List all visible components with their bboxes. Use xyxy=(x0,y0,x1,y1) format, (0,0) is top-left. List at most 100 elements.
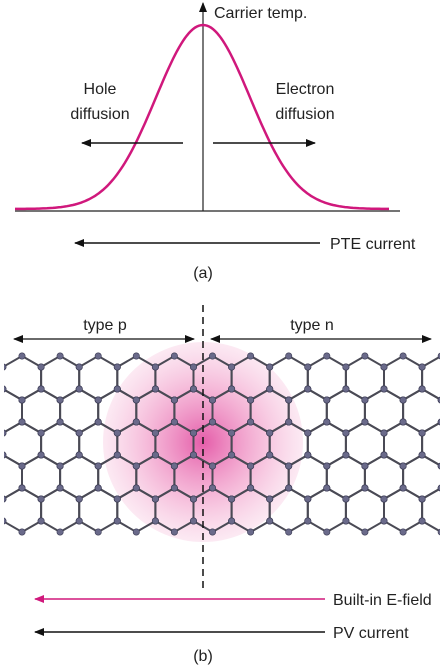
atom xyxy=(228,363,236,371)
atom xyxy=(190,495,198,503)
atom xyxy=(304,429,312,437)
hexagon xyxy=(421,487,440,533)
atom xyxy=(437,396,440,404)
atom xyxy=(56,396,64,404)
atom xyxy=(247,418,255,426)
type-p-label: type p xyxy=(83,317,127,334)
atom xyxy=(209,528,217,536)
atom xyxy=(132,462,140,470)
atom xyxy=(399,352,407,360)
atom xyxy=(418,363,426,371)
atom xyxy=(75,517,83,525)
atom xyxy=(170,418,178,426)
atom xyxy=(37,363,45,371)
atom xyxy=(190,385,198,393)
atom xyxy=(418,451,426,459)
hexagon xyxy=(306,486,347,534)
atom xyxy=(247,528,255,536)
atom xyxy=(247,462,255,470)
atom xyxy=(18,484,26,492)
atom xyxy=(18,396,26,404)
atom xyxy=(342,429,350,437)
atom xyxy=(437,528,440,536)
atom xyxy=(170,352,178,360)
hole-label: Hole diffusion xyxy=(70,81,129,123)
atom xyxy=(56,528,64,536)
atom xyxy=(418,495,426,503)
atom xyxy=(18,528,26,536)
atom xyxy=(151,517,159,525)
atom xyxy=(247,352,255,360)
hexagon xyxy=(4,454,23,500)
atom xyxy=(399,396,407,404)
atom xyxy=(94,528,102,536)
hexagon xyxy=(421,421,440,467)
atom xyxy=(190,517,198,525)
atom xyxy=(37,495,45,503)
atom xyxy=(228,451,236,459)
atom xyxy=(247,484,255,492)
hexagon xyxy=(0,488,3,532)
atom xyxy=(437,462,440,470)
hexagon xyxy=(0,422,3,466)
atom xyxy=(323,352,331,360)
electron-label: Electron diffusion xyxy=(275,81,334,123)
atom xyxy=(285,462,293,470)
atom xyxy=(94,396,102,404)
atom xyxy=(94,352,102,360)
atom xyxy=(209,418,217,426)
type-n-label: type n xyxy=(290,317,334,334)
atom xyxy=(209,352,217,360)
hexagon xyxy=(344,486,385,534)
atom xyxy=(380,363,388,371)
atom xyxy=(266,451,274,459)
atom xyxy=(437,418,440,426)
atom xyxy=(132,484,140,492)
atom xyxy=(380,495,388,503)
atom xyxy=(75,429,83,437)
atom xyxy=(361,352,369,360)
atom xyxy=(437,484,440,492)
atom xyxy=(170,528,178,536)
atom xyxy=(113,385,121,393)
atom xyxy=(113,451,121,459)
atom xyxy=(361,528,369,536)
atom xyxy=(323,396,331,404)
hexagon xyxy=(4,388,23,434)
pte-label: PTE current xyxy=(330,236,416,253)
hexagon xyxy=(78,486,119,534)
atom xyxy=(304,517,312,525)
hexagon xyxy=(383,486,424,534)
atom xyxy=(323,484,331,492)
atom xyxy=(190,363,198,371)
temperature-curve xyxy=(15,23,389,211)
atom xyxy=(418,517,426,525)
hexagon xyxy=(40,486,81,534)
atom xyxy=(380,429,388,437)
pv-label: PV current xyxy=(333,625,409,642)
atom xyxy=(37,451,45,459)
atom xyxy=(4,517,7,525)
atom xyxy=(361,418,369,426)
atom xyxy=(4,385,7,393)
atom xyxy=(209,396,217,404)
atom xyxy=(18,352,26,360)
atom xyxy=(304,385,312,393)
atom xyxy=(266,495,274,503)
atom xyxy=(151,451,159,459)
atom xyxy=(37,517,45,525)
atom xyxy=(342,363,350,371)
atom xyxy=(209,484,217,492)
hexagon xyxy=(4,486,43,534)
atom xyxy=(418,429,426,437)
atom xyxy=(132,418,140,426)
atom xyxy=(437,352,440,360)
atom xyxy=(380,517,388,525)
atom xyxy=(285,528,293,536)
atom xyxy=(285,396,293,404)
caption-a: (a) xyxy=(193,265,213,282)
atom xyxy=(56,352,64,360)
atom xyxy=(94,418,102,426)
